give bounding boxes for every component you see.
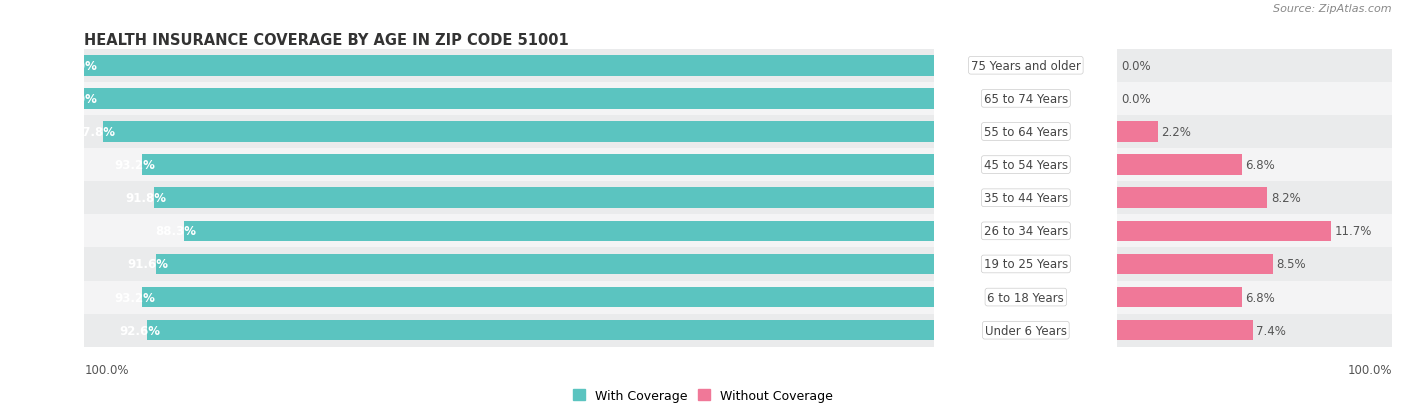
- Bar: [1118, 155, 1241, 176]
- Text: 0.0%: 0.0%: [1121, 59, 1150, 73]
- Bar: [1025, 182, 1406, 215]
- Bar: [1118, 320, 1253, 341]
- Bar: [1118, 122, 1157, 142]
- Text: 100.0%: 100.0%: [1347, 363, 1392, 376]
- Bar: [84, 50, 1406, 83]
- Text: 35 to 44 Years: 35 to 44 Years: [984, 192, 1069, 205]
- Bar: [84, 248, 1406, 281]
- Bar: [1025, 116, 1406, 149]
- Text: 8.2%: 8.2%: [1271, 192, 1301, 205]
- Text: 91.6%: 91.6%: [128, 258, 169, 271]
- Bar: [1025, 149, 1406, 182]
- Bar: [84, 281, 1406, 314]
- Text: 11.7%: 11.7%: [1336, 225, 1372, 238]
- Text: 26 to 34 Years: 26 to 34 Years: [984, 225, 1069, 238]
- Bar: [1025, 215, 1406, 248]
- Text: 8.5%: 8.5%: [1277, 258, 1306, 271]
- Text: HEALTH INSURANCE COVERAGE BY AGE IN ZIP CODE 51001: HEALTH INSURANCE COVERAGE BY AGE IN ZIP …: [84, 33, 569, 48]
- Bar: [84, 83, 1406, 116]
- Text: 100.0%: 100.0%: [48, 93, 97, 106]
- Bar: [84, 182, 1406, 215]
- Bar: [84, 56, 935, 76]
- Text: 2.2%: 2.2%: [1161, 126, 1191, 139]
- Text: 100.0%: 100.0%: [84, 363, 129, 376]
- Text: 97.8%: 97.8%: [75, 126, 115, 139]
- Text: 0.0%: 0.0%: [1121, 93, 1150, 106]
- Bar: [1025, 248, 1406, 281]
- Bar: [148, 320, 935, 341]
- Bar: [142, 155, 935, 176]
- Bar: [156, 254, 935, 275]
- Bar: [1025, 314, 1406, 347]
- Text: 91.8%: 91.8%: [125, 192, 167, 205]
- Bar: [1118, 188, 1267, 209]
- Text: 6.8%: 6.8%: [1246, 159, 1275, 172]
- Bar: [1118, 221, 1331, 242]
- Bar: [155, 188, 935, 209]
- Bar: [142, 287, 935, 308]
- Bar: [1025, 281, 1406, 314]
- Text: 55 to 64 Years: 55 to 64 Years: [984, 126, 1069, 139]
- Text: 75 Years and older: 75 Years and older: [972, 59, 1081, 73]
- Text: 6 to 18 Years: 6 to 18 Years: [987, 291, 1064, 304]
- Bar: [1118, 254, 1272, 275]
- Text: 92.6%: 92.6%: [120, 324, 160, 337]
- Bar: [84, 149, 1406, 182]
- Text: 88.3%: 88.3%: [156, 225, 197, 238]
- Bar: [1025, 50, 1406, 83]
- Text: 93.2%: 93.2%: [114, 159, 155, 172]
- Text: Source: ZipAtlas.com: Source: ZipAtlas.com: [1274, 4, 1392, 14]
- Bar: [84, 89, 935, 109]
- Text: 93.2%: 93.2%: [114, 291, 155, 304]
- Text: 45 to 54 Years: 45 to 54 Years: [984, 159, 1069, 172]
- Bar: [84, 116, 1406, 149]
- Text: 65 to 74 Years: 65 to 74 Years: [984, 93, 1069, 106]
- Bar: [84, 314, 1406, 347]
- Bar: [1025, 83, 1406, 116]
- Text: 19 to 25 Years: 19 to 25 Years: [984, 258, 1069, 271]
- Text: Under 6 Years: Under 6 Years: [984, 324, 1067, 337]
- Text: 7.4%: 7.4%: [1257, 324, 1286, 337]
- Text: 100.0%: 100.0%: [48, 59, 97, 73]
- Text: 6.8%: 6.8%: [1246, 291, 1275, 304]
- Bar: [103, 122, 935, 142]
- Legend: With Coverage, Without Coverage: With Coverage, Without Coverage: [568, 384, 838, 407]
- Bar: [84, 215, 1406, 248]
- Bar: [1118, 287, 1241, 308]
- Bar: [184, 221, 935, 242]
